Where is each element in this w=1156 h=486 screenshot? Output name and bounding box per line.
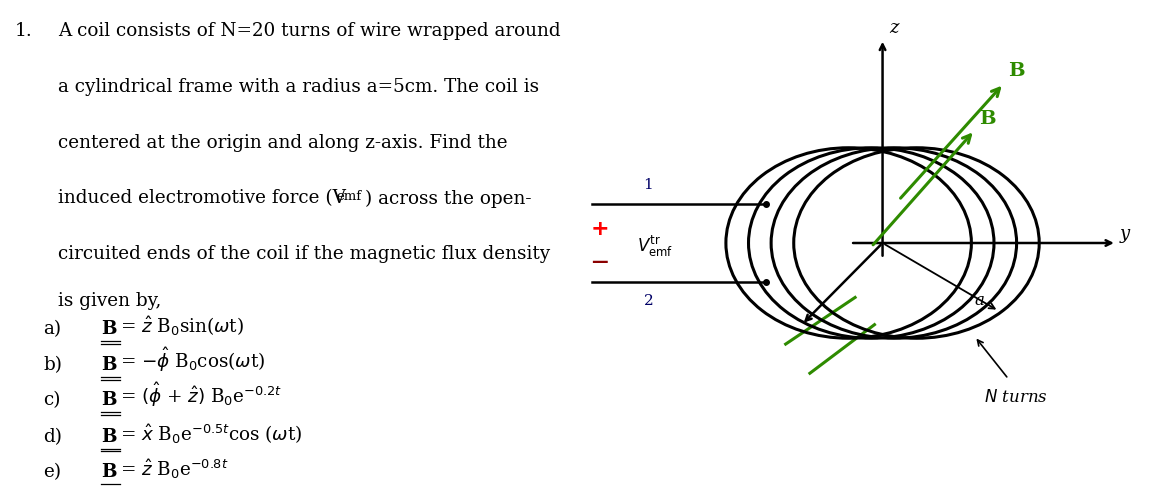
Text: a: a bbox=[975, 292, 985, 309]
Text: —: — bbox=[592, 253, 608, 272]
Text: = $-\hat{\phi}$ B$_0$cos($\omega$t): = $-\hat{\phi}$ B$_0$cos($\omega$t) bbox=[120, 346, 265, 374]
Text: +: + bbox=[591, 219, 609, 240]
Text: B: B bbox=[102, 320, 117, 338]
Text: induced electromotive force (V: induced electromotive force (V bbox=[58, 190, 346, 208]
Text: B: B bbox=[979, 110, 996, 128]
Text: $V_{\rm emf}^{\rm tr}$: $V_{\rm emf}^{\rm tr}$ bbox=[637, 234, 673, 260]
Text: circuited ends of the coil if the magnetic flux density: circuited ends of the coil if the magnet… bbox=[58, 245, 550, 263]
Text: is given by,: is given by, bbox=[58, 292, 161, 310]
Text: 1: 1 bbox=[644, 178, 653, 192]
Text: B: B bbox=[1008, 62, 1025, 80]
Text: 1.: 1. bbox=[14, 22, 32, 40]
Text: $N$ turns: $N$ turns bbox=[984, 389, 1048, 406]
Text: c): c) bbox=[44, 391, 61, 409]
Text: B: B bbox=[102, 463, 117, 481]
Text: A coil consists of N=20 turns of wire wrapped around: A coil consists of N=20 turns of wire wr… bbox=[58, 22, 561, 40]
Text: B: B bbox=[102, 356, 117, 374]
Text: a): a) bbox=[44, 320, 61, 338]
Text: ) across the open-: ) across the open- bbox=[365, 190, 532, 208]
Text: B: B bbox=[102, 391, 117, 409]
Text: b): b) bbox=[44, 356, 62, 374]
Text: = $\hat{x}$ B$_0$e$^{-0.5t}$cos ($\omega$t): = $\hat{x}$ B$_0$e$^{-0.5t}$cos ($\omega… bbox=[120, 422, 302, 446]
Text: centered at the origin and along z-axis. Find the: centered at the origin and along z-axis.… bbox=[58, 134, 507, 152]
Text: = $(\hat{\phi}$ + $\hat{z})$ B$_0$e$^{-0.2t}$: = $(\hat{\phi}$ + $\hat{z})$ B$_0$e$^{-0… bbox=[120, 381, 281, 409]
Text: 2: 2 bbox=[644, 294, 653, 308]
Text: B: B bbox=[102, 428, 117, 446]
Text: = $\hat{z}$ B$_0$e$^{-0.8t}$: = $\hat{z}$ B$_0$e$^{-0.8t}$ bbox=[120, 457, 228, 481]
Text: emf: emf bbox=[336, 190, 362, 203]
Text: y: y bbox=[1120, 225, 1131, 243]
Text: d): d) bbox=[44, 428, 62, 446]
Text: = $\hat{z}$ B$_0$sin($\omega$t): = $\hat{z}$ B$_0$sin($\omega$t) bbox=[120, 314, 244, 338]
Text: a cylindrical frame with a radius a=5cm. The coil is: a cylindrical frame with a radius a=5cm.… bbox=[58, 78, 539, 96]
Text: z: z bbox=[889, 19, 898, 37]
Text: e): e) bbox=[44, 463, 61, 481]
